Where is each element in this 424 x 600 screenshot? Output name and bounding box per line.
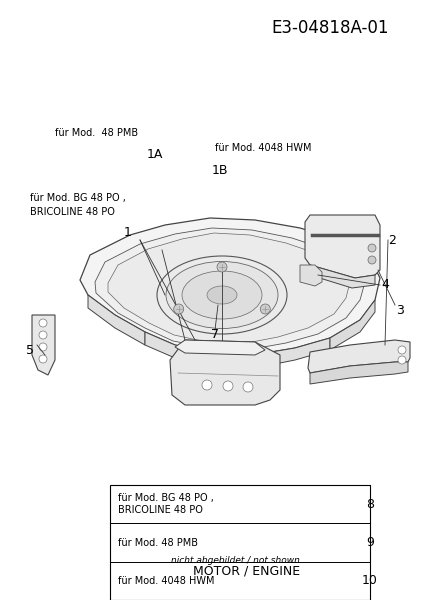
PathPatch shape <box>308 340 410 373</box>
Circle shape <box>223 381 233 391</box>
Text: MOTOR / ENGINE: MOTOR / ENGINE <box>193 565 300 578</box>
PathPatch shape <box>300 265 322 286</box>
Text: 5: 5 <box>26 343 34 356</box>
Text: 10: 10 <box>362 574 378 587</box>
Circle shape <box>368 244 376 252</box>
Text: nicht abgebildet / not shown: nicht abgebildet / not shown <box>171 556 300 565</box>
Text: 1: 1 <box>124 226 132 239</box>
Circle shape <box>174 304 184 314</box>
Text: 7: 7 <box>211 329 219 341</box>
Text: 1A: 1A <box>147 148 163 161</box>
PathPatch shape <box>108 233 350 342</box>
Circle shape <box>243 382 253 392</box>
Bar <box>110 485 370 600</box>
Ellipse shape <box>166 262 278 329</box>
Ellipse shape <box>157 256 287 334</box>
Circle shape <box>398 356 406 364</box>
Circle shape <box>39 343 47 351</box>
PathPatch shape <box>310 265 375 288</box>
Text: 3: 3 <box>396 304 404 317</box>
Text: E3-04818A-01: E3-04818A-01 <box>271 19 389 37</box>
Text: 4: 4 <box>381 278 389 292</box>
Circle shape <box>368 256 376 264</box>
Circle shape <box>39 331 47 339</box>
PathPatch shape <box>170 340 280 405</box>
Text: 1B: 1B <box>212 163 228 176</box>
PathPatch shape <box>175 340 265 355</box>
Text: 8: 8 <box>366 497 374 511</box>
Text: 9: 9 <box>366 536 374 549</box>
PathPatch shape <box>145 332 265 366</box>
Text: für Mod. BG 48 PO ,
BRICOLINE 48 PO: für Mod. BG 48 PO , BRICOLINE 48 PO <box>30 193 126 217</box>
Text: für Mod. 4048 HWM: für Mod. 4048 HWM <box>118 576 215 586</box>
PathPatch shape <box>305 215 380 278</box>
Circle shape <box>260 304 271 314</box>
Circle shape <box>202 380 212 390</box>
PathPatch shape <box>88 295 145 345</box>
Ellipse shape <box>182 271 262 319</box>
PathPatch shape <box>265 338 330 366</box>
Circle shape <box>39 319 47 327</box>
Text: 2: 2 <box>388 233 396 247</box>
Text: für Mod. 4048 HWM: für Mod. 4048 HWM <box>215 143 312 153</box>
PathPatch shape <box>32 315 55 375</box>
Text: für Mod.  48 PMB: für Mod. 48 PMB <box>55 128 138 138</box>
Circle shape <box>217 262 227 272</box>
Text: für Mod. 48 PMB: für Mod. 48 PMB <box>118 538 198 547</box>
PathPatch shape <box>80 218 380 353</box>
PathPatch shape <box>310 362 408 384</box>
PathPatch shape <box>330 300 375 350</box>
Circle shape <box>398 346 406 354</box>
PathPatch shape <box>95 228 365 348</box>
Text: für Mod. BG 48 PO ,
BRICOLINE 48 PO: für Mod. BG 48 PO , BRICOLINE 48 PO <box>118 493 214 515</box>
Circle shape <box>39 355 47 363</box>
Ellipse shape <box>207 286 237 304</box>
